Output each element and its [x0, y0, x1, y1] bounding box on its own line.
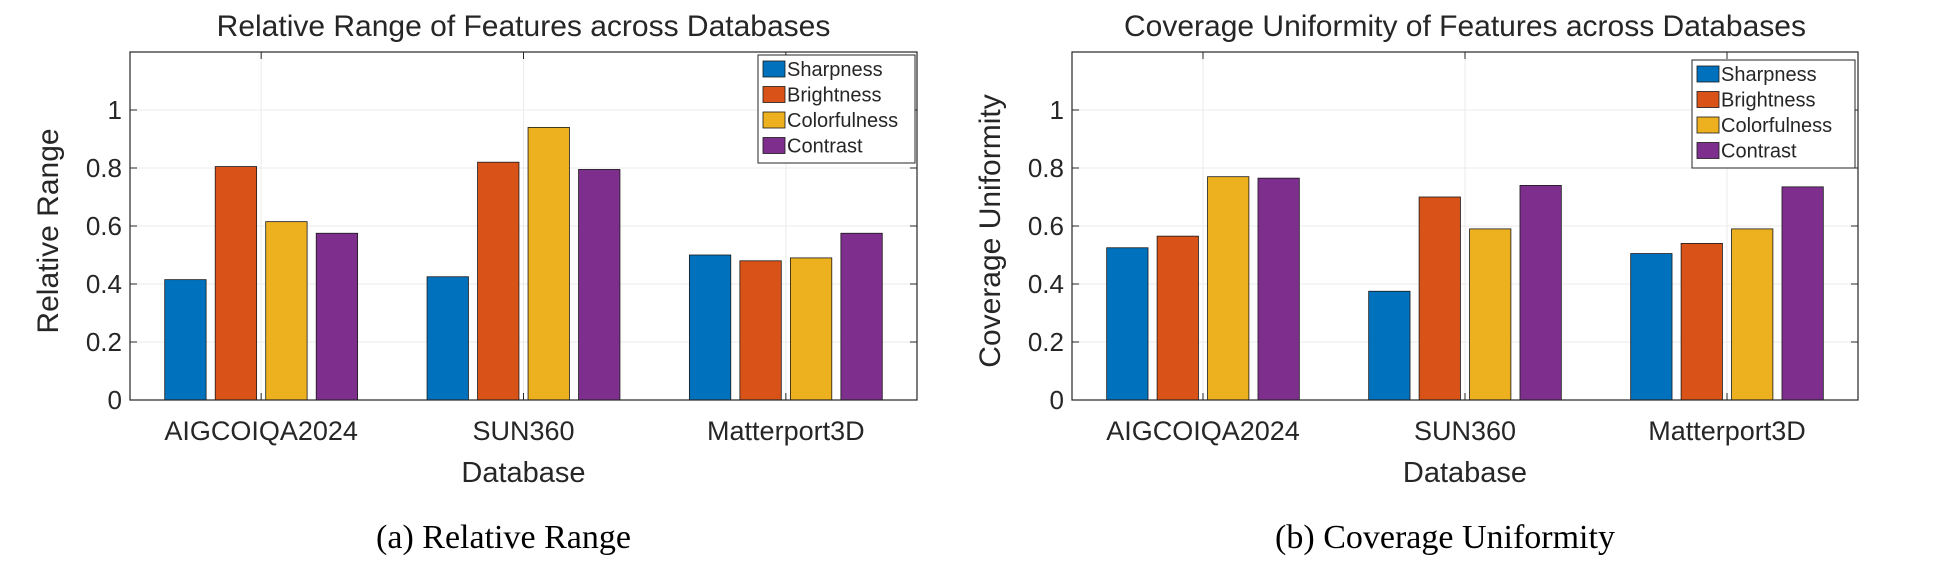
bar-contrast-matterport3d	[840, 232, 883, 401]
y-tick-label: 0.8	[1028, 153, 1064, 183]
y-axis-label: Coverage Uniformity	[974, 94, 1007, 367]
chart-panel-relative-range: 0 0.2 0.4 0.6 0.8 1 AIGCOIQA2024 SUN360 Matterpo…	[32, 10, 918, 556]
legend-label-brightness: Brightness	[1721, 90, 1816, 112]
bar-sharpness-sun360	[426, 276, 469, 401]
bar-contrast-sun360	[578, 169, 621, 401]
bar-colorfulness-matterport3d	[1731, 228, 1774, 401]
bar-colorfulness-aigcoiqa2024	[265, 221, 308, 401]
legend-swatch-sharpness	[1696, 65, 1720, 83]
bar-sharpness-aigcoiqa2024	[1106, 247, 1149, 401]
legend-label-colorfulness: Colorfulness	[1721, 115, 1832, 137]
bar-brightness-matterport3d	[739, 260, 782, 401]
bar-contrast-aigcoiqa2024	[315, 232, 359, 401]
x-tick-label: SUN360	[1414, 416, 1516, 446]
y-tick-label: 0.2	[86, 327, 122, 357]
x-tick-label: Matterport3D	[1648, 416, 1806, 446]
bar-sharpness-aigcoiqa2024	[164, 279, 207, 401]
legend-swatch-contrast	[1696, 142, 1720, 159]
bar-colorfulness-matterport3d	[789, 257, 833, 401]
bar-sharpness-matterport3d	[1630, 253, 1673, 401]
bar-contrast-matterport3d	[1781, 186, 1824, 401]
bar-brightness-sun360	[1418, 196, 1461, 401]
legend-label-contrast: Contrast	[1721, 141, 1797, 163]
bar-contrast-sun360	[1519, 184, 1562, 401]
legend-label-brightness: Brightness	[787, 85, 882, 107]
chart-panel-coverage-uniformity: 0 0.2 0.4 0.6 0.8 1 AIGCOIQA2024 SUN360 Matterpo…	[974, 10, 1859, 556]
y-tick-label: 0.6	[1028, 211, 1064, 241]
bar-brightness-aigcoiqa2024	[214, 166, 258, 401]
y-tick-label: 0.8	[86, 153, 122, 183]
x-axis-label: Database	[461, 457, 585, 489]
legend-swatch-contrast	[762, 137, 786, 154]
bar-contrast-aigcoiqa2024	[1257, 177, 1300, 401]
bar-sharpness-sun360	[1368, 290, 1411, 401]
bar-sharpness-matterport3d	[688, 254, 732, 401]
legend-swatch-colorfulness	[762, 111, 786, 129]
y-tick-label: 0.6	[86, 211, 122, 241]
x-axis-label: Database	[1403, 457, 1527, 489]
legend-label-colorfulness: Colorfulness	[787, 110, 898, 132]
legend-swatch-brightness	[1696, 91, 1720, 108]
y-tick-label: 1	[1050, 95, 1064, 125]
figure-caption: (b) Coverage Uniformity	[1275, 519, 1615, 556]
y-axis-label: Relative Range	[32, 128, 65, 333]
x-tick-label: AIGCOIQA2024	[164, 416, 358, 446]
legend-swatch-brightness	[762, 86, 786, 103]
y-tick-label: 0	[1050, 385, 1064, 415]
chart-title: Coverage Uniformity of Features across D…	[1124, 10, 1806, 43]
legend-swatch-colorfulness	[1696, 116, 1720, 134]
bar-brightness-sun360	[477, 161, 520, 401]
bar-colorfulness-sun360	[1469, 228, 1512, 401]
x-tick-label: AIGCOIQA2024	[1106, 416, 1300, 446]
y-tick-label: 0.4	[1028, 269, 1064, 299]
y-tick-label: 0.2	[1028, 327, 1064, 357]
legend-label-sharpness: Sharpness	[787, 59, 883, 81]
legend-label-contrast: Contrast	[787, 136, 863, 158]
legend-label-sharpness: Sharpness	[1721, 64, 1817, 86]
y-tick-label: 1	[108, 95, 122, 125]
chart-title: Relative Range of Features across Databa…	[217, 10, 831, 43]
figure-caption: (a) Relative Range	[376, 519, 631, 556]
legend-swatch-sharpness	[762, 60, 786, 78]
bar-brightness-aigcoiqa2024	[1156, 235, 1199, 401]
y-tick-label: 0	[108, 385, 122, 415]
legend: Sharpness Brightness Colorfulness Contrast	[1691, 59, 1856, 169]
legend: Sharpness Brightness Colorfulness Contrast	[757, 54, 916, 164]
y-tick-label: 0.4	[86, 269, 122, 299]
bar-colorfulness-aigcoiqa2024	[1207, 176, 1250, 401]
x-tick-label: SUN360	[472, 416, 574, 446]
bar-brightness-matterport3d	[1680, 242, 1723, 401]
x-tick-label: Matterport3D	[707, 416, 865, 446]
bar-colorfulness-sun360	[527, 127, 570, 401]
